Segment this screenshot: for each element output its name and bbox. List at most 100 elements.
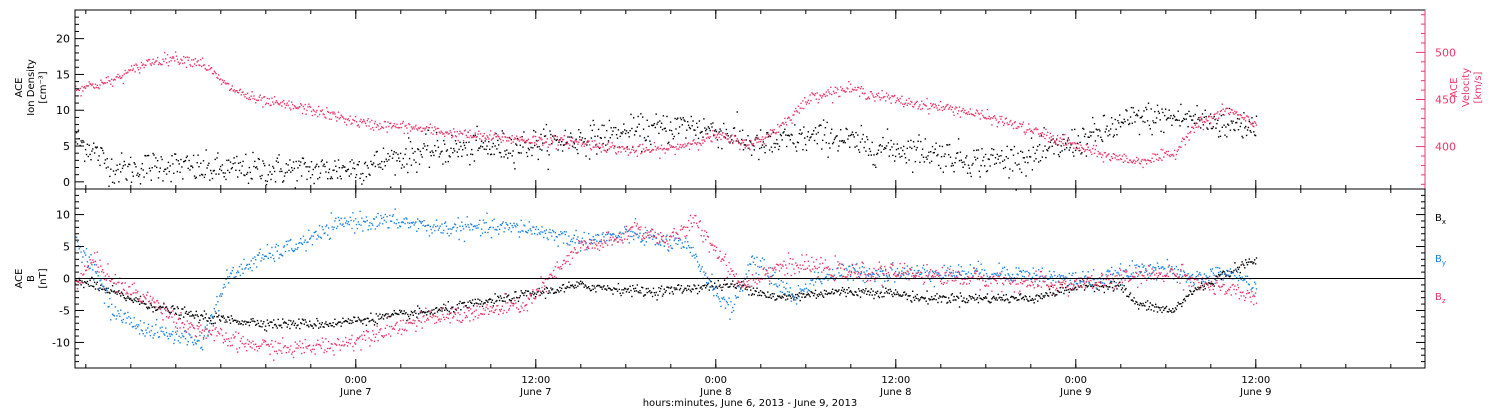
density-series-point [383, 161, 386, 163]
density-series-point [215, 173, 217, 175]
bx-series-point [258, 325, 260, 327]
by-series-point [612, 233, 614, 235]
density-series-point [517, 151, 520, 154]
bx-series-point [956, 295, 958, 297]
density-series-point [809, 137, 811, 139]
bx-series-point [994, 299, 997, 301]
density-series-point [1240, 122, 1242, 124]
by-series-point [864, 281, 866, 284]
velocity-series-point [446, 131, 449, 133]
bx-series-point [1079, 280, 1081, 282]
by-series-point [386, 215, 388, 218]
density-series-point [429, 151, 431, 153]
by-series-point [794, 296, 796, 298]
by-series-point [881, 270, 883, 273]
bx-series-point [362, 323, 364, 325]
by-series-point [946, 269, 948, 272]
velocity-series-point [738, 142, 740, 145]
bx-series-point [517, 300, 520, 302]
density-series-point [289, 159, 291, 161]
velocity-series-point [858, 95, 861, 97]
velocity-series-point [402, 120, 404, 123]
density-series-point [228, 171, 231, 174]
velocity-series-point [509, 137, 512, 140]
bx-series-point [419, 312, 422, 314]
density-series-point [257, 157, 260, 160]
velocity-series-point [723, 136, 726, 139]
density-series-point [579, 132, 582, 134]
density-series-point [1155, 122, 1157, 124]
bx-series-point [318, 327, 320, 329]
by-series-point [163, 333, 165, 335]
density-series-point [397, 153, 399, 156]
by-series-point [278, 257, 280, 259]
bx-series-point [699, 287, 701, 289]
bx-series-point [104, 289, 107, 292]
by-series-point [896, 267, 899, 270]
by-series-point [225, 278, 227, 280]
density-series-point [1200, 118, 1203, 120]
by-series-point [149, 334, 152, 337]
bx-series-point [1175, 308, 1178, 311]
bx-series-point [840, 292, 842, 294]
by-series-point [776, 285, 778, 287]
by-series-point [301, 243, 304, 245]
density-series-point [267, 174, 269, 176]
by-series-point [441, 223, 443, 225]
density-series-point [633, 134, 636, 136]
bx-series-point [1085, 284, 1088, 287]
density-series-point [1068, 149, 1070, 151]
density-series-point [1207, 128, 1209, 130]
by-series-point [117, 310, 119, 312]
velocity-series-point [434, 126, 436, 128]
velocity-series-point [1110, 156, 1113, 158]
density-series-point [462, 149, 464, 151]
density-series-point [125, 178, 127, 180]
velocity-series-point [489, 134, 491, 136]
by-series-point [981, 269, 983, 271]
bx-series-point [868, 294, 871, 296]
density-series-point [986, 170, 989, 172]
bx-series-point [489, 298, 492, 300]
by-series-point [865, 274, 867, 276]
velocity-series-point [431, 126, 433, 129]
density-series-point [263, 162, 265, 165]
bx-series-point [1060, 291, 1062, 293]
velocity-series-point [102, 82, 104, 84]
velocity-series-point [792, 114, 794, 116]
density-series-point [303, 163, 305, 165]
velocity-series-point [671, 146, 674, 148]
density-series-point [543, 128, 545, 130]
density-series-point [160, 156, 162, 158]
velocity-series-point [993, 115, 996, 117]
velocity-series-point [749, 148, 751, 151]
bx-series-point [617, 282, 620, 285]
velocity-series-point [828, 91, 830, 93]
bx-series-point [857, 294, 859, 297]
bx-series-point [1047, 295, 1050, 297]
bx-series-point [1012, 296, 1015, 298]
density-series-point [334, 160, 336, 162]
velocity-series-point [1191, 126, 1194, 128]
density-series-point [522, 146, 524, 148]
velocity-series-point [905, 99, 908, 101]
bx-series-point [979, 297, 981, 299]
by-series-point [115, 318, 117, 320]
bx-series-point [576, 281, 578, 283]
density-series-point [1179, 125, 1181, 127]
density-series-point [759, 147, 761, 150]
velocity-series-point [288, 100, 290, 102]
density-series-point [312, 168, 314, 171]
bx-series-point [672, 293, 674, 295]
velocity-series-point [897, 99, 899, 101]
bx-series-point [416, 316, 418, 318]
by-series-point [804, 283, 807, 285]
density-series-point [950, 165, 953, 167]
density-series-point [302, 157, 305, 160]
by-series-point [87, 266, 89, 268]
density-series-point [183, 161, 185, 163]
by-series-point [458, 238, 460, 241]
bx-series-point [698, 290, 701, 293]
bx-series-point [464, 305, 467, 307]
velocity-series-point [511, 135, 513, 137]
